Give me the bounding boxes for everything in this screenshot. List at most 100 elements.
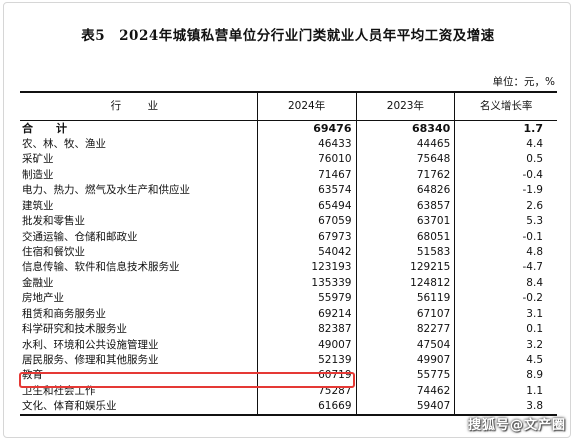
header-2023: 2023年	[355, 91, 455, 121]
cell-2024: 67059	[256, 213, 356, 230]
cell-2023: 124812	[355, 275, 455, 291]
cell-2024: 55979	[256, 290, 356, 307]
cell-growth: -4.7	[454, 259, 557, 276]
table-row: 住宿和餐饮业 54042 51583 4.8	[20, 244, 557, 260]
cell-2023: 74462	[355, 383, 455, 399]
table-row: 采矿业 76010 75648 0.5	[20, 151, 557, 168]
table-body: 合 计 69476 68340 1.7 农、林、牧、渔业 46433 44465 4.4 采矿业…	[20, 120, 557, 417]
cell-2023: 82277	[355, 321, 455, 338]
cell-2023: 63857	[355, 198, 455, 214]
cell-2023: 68051	[355, 229, 455, 245]
cell-2023: 68340	[355, 120, 455, 137]
table-row: 居民服务、修理和其他服务业 52139 49907 4.5	[20, 352, 557, 368]
cell-growth: 1.7	[454, 120, 557, 137]
cell-industry: 卫生和社会工作	[22, 384, 96, 397]
cell-growth: 8.4	[454, 275, 557, 291]
cell-2024: 52139	[256, 352, 356, 368]
wage-table: 行 业 2024年 2023年 名义增长率 合 计 69476 68340 1.7 农、…	[20, 91, 557, 417]
cell-growth: -0.4	[454, 167, 557, 183]
cell-2023: 59407	[355, 398, 455, 417]
table-row: 卫生和社会工作 75287 74462 1.1	[20, 383, 557, 399]
cell-2024: 61669	[256, 398, 356, 417]
table-row: 文化、体育和娱乐业 61669 59407 3.8	[20, 398, 557, 417]
cell-industry: 科学研究和技术服务业	[22, 323, 127, 336]
cell-industry: 采矿业	[22, 153, 54, 166]
cell-growth: -1.9	[454, 182, 557, 199]
cell-2023: 63701	[355, 213, 455, 230]
cell-2023: 56119	[355, 290, 455, 307]
cell-2023: 44465	[355, 136, 455, 152]
cell-industry: 水利、环境和公共设施管理业	[22, 338, 159, 351]
table-row: 制造业 71467 71762 -0.4	[20, 167, 557, 183]
cell-2023: 129215	[355, 259, 455, 276]
header-growth: 名义增长率	[454, 91, 557, 121]
table-header-row: 行 业 2024年 2023年 名义增长率	[20, 91, 557, 121]
table-row: 科学研究和技术服务业 82387 82277 0.1	[20, 321, 557, 338]
table-row: 电力、热力、燃气及水生产和供应业 63574 64826 -1.9	[20, 182, 557, 199]
table-row-total: 合 计 69476 68340 1.7	[20, 120, 557, 137]
table-row: 农、林、牧、渔业 46433 44465 4.4	[20, 136, 557, 152]
cell-2024: 63574	[256, 182, 356, 199]
cell-industry: 农、林、牧、渔业	[22, 137, 106, 150]
table-row: 租赁和商务服务业 69214 67107 3.1	[20, 306, 557, 322]
table-title: 表5 2024年城镇私营单位分行业门类就业人员年平均工资及增速	[81, 28, 495, 44]
cell-2024: 123193	[256, 259, 356, 276]
cell-growth: 5.3	[454, 213, 557, 230]
cell-growth: 4.8	[454, 244, 557, 260]
cell-2024: 76010	[256, 151, 356, 168]
cell-growth: -0.1	[454, 229, 557, 245]
cell-2023: 49907	[355, 352, 455, 368]
table-row: 水利、环境和公共设施管理业 49007 47504 3.2	[20, 337, 557, 353]
highlight-box	[19, 372, 355, 388]
cell-growth: 3.8	[454, 398, 557, 417]
cell-growth: 4.4	[454, 136, 557, 152]
cell-growth: 2.6	[454, 198, 557, 214]
cell-industry: 批发和零售业	[22, 215, 85, 228]
cell-2024: 69214	[256, 306, 356, 322]
cell-2023: 71762	[355, 167, 455, 183]
cell-2024: 46433	[256, 136, 356, 152]
watermark-text: 搜狐号@文产圈	[467, 418, 566, 433]
cell-growth: 3.1	[454, 306, 557, 322]
header-industry: 行 业	[20, 91, 258, 121]
unit-label: 单位：元，%	[492, 76, 555, 88]
table-row: 建筑业 65494 63857 2.6	[20, 198, 557, 214]
cell-industry: 制造业	[22, 168, 54, 181]
cell-growth: 4.5	[454, 352, 557, 368]
table-row: 批发和零售业 67059 63701 5.3	[20, 213, 557, 230]
cell-industry: 居民服务、修理和其他服务业	[22, 354, 159, 367]
cell-2024: 60719	[256, 368, 356, 384]
table-row: 金融业 135339 124812 8.4	[20, 275, 557, 291]
cell-industry: 文化、体育和娱乐业	[20, 398, 258, 417]
cell-industry: 金融业	[22, 276, 54, 289]
cell-growth: 3.2	[454, 337, 557, 353]
cell-growth: 0.1	[454, 321, 557, 338]
cell-industry: 电力、热力、燃气及水生产和供应业	[22, 184, 190, 197]
cell-2024: 54042	[256, 244, 356, 260]
cell-2024: 82387	[256, 321, 356, 338]
cell-2023: 67107	[355, 306, 455, 322]
cell-2023: 55775	[355, 368, 455, 384]
table-row: 交通运输、仓储和邮政业 67973 68051 -0.1	[20, 229, 557, 245]
cell-2024: 135339	[256, 275, 356, 291]
cell-2023: 51583	[355, 244, 455, 260]
cell-growth: 0.5	[454, 151, 557, 168]
table-row: 房地产业 55979 56119 -0.2	[20, 290, 557, 307]
cell-2024: 69476	[256, 120, 356, 137]
cell-industry: 信息传输、软件和信息技术服务业	[22, 261, 180, 274]
cell-2024: 65494	[256, 198, 356, 214]
cell-industry: 交通运输、仓储和邮政业	[22, 230, 138, 243]
cell-2023: 47504	[355, 337, 455, 353]
cell-growth: 1.1	[454, 383, 557, 399]
table-row: 教育 60719 55775 8.9	[20, 368, 557, 384]
header-2024: 2024年	[256, 91, 356, 121]
cell-2023: 64826	[355, 182, 455, 199]
cell-industry: 住宿和餐饮业	[22, 245, 85, 258]
cell-industry: 租赁和商务服务业	[22, 307, 106, 320]
cell-growth: 8.9	[454, 368, 557, 384]
cell-industry: 教育	[22, 369, 43, 382]
cell-industry: 合 计	[22, 122, 73, 136]
table-row: 信息传输、软件和信息技术服务业 123193 129215 -4.7	[20, 259, 557, 276]
cell-industry: 建筑业	[22, 199, 54, 212]
cell-2023: 75648	[355, 151, 455, 168]
